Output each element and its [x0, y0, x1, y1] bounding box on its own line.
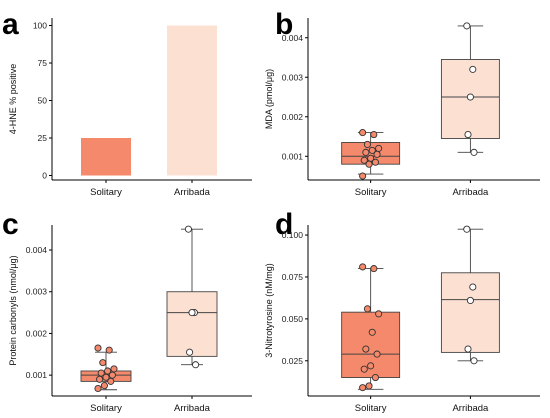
panel-a-bar-arribada	[167, 25, 217, 176]
panel-a-y-tick-label: 100	[33, 21, 47, 31]
panel-a: a 0 25 50 75 100 Solitary Arribada 4-HNE % posi…	[2, 8, 252, 198]
panel-c-solitary-point	[105, 346, 113, 354]
panel-b-arribada-point	[470, 148, 478, 156]
panel-a-bar-solitary	[81, 138, 131, 176]
panel-d-solitary-point	[371, 374, 379, 382]
panel-b-arribada-point	[469, 65, 477, 73]
panel-c-solitary-point	[102, 373, 110, 381]
panel-d-y-axis-title: 3-Nitrotyrosine (nM/mg)	[264, 263, 274, 358]
panel-d-x-tick-label: Solitary	[355, 403, 387, 414]
panel-c-arribada-point	[184, 225, 192, 233]
panel-a-x-tick-label: Solitary	[90, 187, 122, 198]
panel-b-solitary-point	[363, 140, 371, 148]
panel-b-solitary-point	[365, 160, 373, 168]
panel-c-arribada-point	[192, 361, 200, 369]
panel-b-solitary-point	[373, 150, 381, 158]
panel-b-y-tick-label: 0.004	[282, 33, 304, 43]
panel-d-solitary-point	[365, 382, 373, 390]
panel-b-solitary-point	[375, 144, 383, 152]
panel-c-solitary-point	[100, 382, 108, 390]
panel-c: c 0.001 0.002 0.003 0.004 Solitary Arribada Pr…	[2, 208, 252, 414]
panel-b-solitary-point	[362, 148, 370, 156]
panel-c-arribada-point	[188, 309, 196, 317]
panel-d-y-tick-label: 0.025	[282, 356, 304, 366]
panel-d-arribada-point	[469, 283, 477, 291]
panel-d-solitary-point	[367, 362, 375, 370]
panel-d-solitary-point	[359, 384, 367, 392]
panel-b-solitary-point	[368, 146, 376, 154]
panel-a-letter: a	[2, 8, 19, 41]
panel-b: b 0.001 0.002 0.003 0.004 Solitary Arribada MD…	[264, 8, 540, 198]
panel-d-solitary-point	[363, 305, 371, 313]
panel-b-solitary-point	[360, 156, 368, 164]
panel-b-solitary-point	[370, 131, 378, 139]
panel-a-y-tick-label: 50	[38, 96, 48, 106]
panel-b-y-tick-label: 0.003	[282, 72, 304, 82]
panel-b-solitary-point	[371, 158, 379, 166]
panel-d-solitary-point	[370, 265, 378, 273]
panel-b-arribada-point	[466, 93, 474, 101]
panel-c-solitary-point	[96, 375, 104, 383]
panel-b-x-tick-label: Solitary	[355, 187, 387, 198]
panel-b-arribada-point	[463, 22, 471, 30]
panel-d-letter: d	[275, 208, 293, 241]
panel-d-y-tick-label: 0.100	[282, 230, 304, 240]
panel-d-solitary-point	[360, 365, 368, 373]
panel-a-y-tick-label: 25	[38, 133, 48, 143]
panel-a-y-axis-title: 4-HNE % positive	[8, 64, 18, 135]
panel-c-y-tick-label: 0.001	[26, 370, 48, 380]
panel-c-x-tick-label: Arribada	[174, 403, 211, 414]
panel-d-arribada-point	[464, 345, 472, 353]
panel-c-x-tick-label: Solitary	[90, 403, 122, 414]
panel-b-y-tick-label: 0.002	[282, 112, 304, 122]
panel-d-solitary-point	[373, 350, 381, 358]
panel-c-y-axis-title: Protein carbonyls (nmol/μg)	[8, 255, 18, 365]
panel-c-solitary-point	[107, 377, 115, 385]
panel-c-solitary-point	[99, 359, 107, 367]
panel-d-solitary-point	[375, 310, 383, 318]
panel-c-y-tick-label: 0.002	[26, 328, 48, 338]
panel-d-solitary-point	[362, 345, 370, 353]
panel-b-y-axis-title: MDA (pmol/μg)	[264, 69, 274, 129]
panel-c-letter: c	[2, 208, 19, 241]
panel-c-arribada-point	[186, 348, 194, 356]
panel-b-arribada-point	[464, 131, 472, 139]
panel-b-letter: b	[275, 8, 293, 41]
panel-c-y-tick-label: 0.003	[26, 287, 48, 297]
panel-d-arribada-point	[470, 357, 478, 365]
panel-b-solitary-point	[359, 172, 367, 180]
panel-c-solitary-point	[110, 365, 118, 373]
panel-d-x-tick-label: Arribada	[452, 403, 489, 414]
panel-d-solitary-point	[368, 328, 376, 336]
panel-d: d 0.025 0.050 0.075 0.100 Solitary Arribada 3-…	[264, 208, 540, 414]
panel-d-y-tick-label: 0.050	[282, 314, 304, 324]
panel-c-arribada-box	[166, 291, 218, 357]
panel-d-arribada-point	[466, 296, 474, 304]
panel-b-y-tick-label: 0.001	[282, 151, 304, 161]
panel-d-solitary-point	[359, 263, 367, 271]
panel-c-solitary-point	[108, 371, 116, 379]
panel-c-solitary-point	[94, 384, 102, 393]
panel-c-y-tick-label: 0.004	[26, 245, 48, 255]
panel-a-y-tick-label: 75	[38, 58, 48, 68]
panel-d-y-tick-label: 0.075	[282, 272, 304, 282]
panel-a-x-tick-label: Arribada	[174, 187, 211, 198]
panel-c-solitary-point	[94, 344, 102, 352]
panel-b-solitary-point	[359, 129, 367, 137]
panel-d-arribada-point	[463, 225, 471, 233]
panel-b-x-tick-label: Arribada	[452, 187, 489, 198]
panel-a-y-tick-label: 0	[42, 171, 47, 181]
